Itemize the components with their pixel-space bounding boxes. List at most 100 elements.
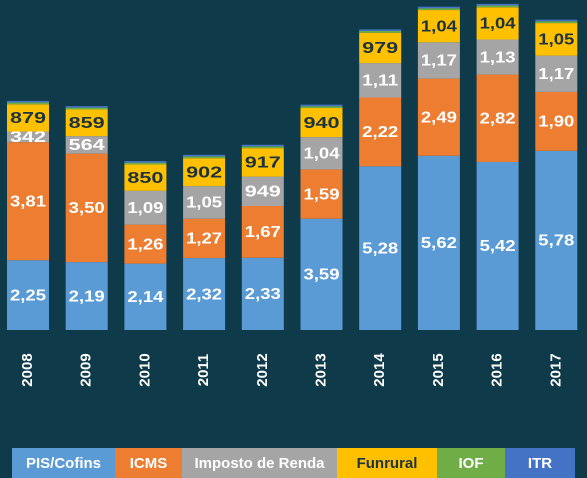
x-tick-label: 2009: [78, 353, 95, 386]
value-label: 1,17: [421, 53, 457, 70]
bar-segment: [476, 5, 519, 8]
bar-segment: [417, 8, 460, 11]
bar-segment: [7, 100, 49, 103]
value-label: 1,26: [127, 236, 163, 253]
value-label: 1,11: [362, 73, 398, 90]
bar-segment: [535, 55, 578, 92]
bar-segment: [476, 7, 519, 40]
bar-segment: [124, 162, 167, 165]
bar-segment: [124, 224, 167, 264]
bar-segment: [7, 102, 49, 105]
value-label: 564: [69, 137, 105, 154]
bar-segment: [417, 78, 460, 156]
value-label: 850: [127, 170, 163, 187]
value-label: 2,32: [186, 286, 222, 303]
bar-segment: [476, 161, 519, 330]
value-label: 949: [245, 184, 281, 201]
bar-segment: [535, 19, 578, 22]
value-label: 2,14: [127, 289, 163, 306]
bar-segment: [183, 186, 226, 219]
bar-segment: [535, 23, 578, 56]
value-label: 3,50: [69, 200, 105, 217]
bar-segment: [359, 29, 402, 31]
value-label: 1,04: [421, 18, 457, 35]
legend-label: Imposto de Renda: [194, 455, 325, 472]
bar-segment: [183, 156, 226, 159]
value-label: 1,17: [538, 66, 574, 83]
value-label: 1,13: [480, 49, 516, 66]
bar-segment: [7, 260, 49, 330]
value-label: 2,22: [362, 124, 398, 141]
bar-segment: [359, 97, 402, 167]
legend-swatch: [12, 448, 115, 478]
legend-swatch: [182, 448, 337, 478]
bar-segment: [417, 42, 460, 79]
value-label: 1,59: [304, 186, 340, 203]
legend-label: ITR: [528, 455, 552, 472]
value-label: 1,05: [186, 195, 222, 212]
value-label: 1,67: [245, 224, 281, 241]
bar-segment: [241, 144, 284, 147]
value-label: 2,82: [480, 110, 516, 127]
bar-segment: [124, 161, 167, 163]
bar-segment: [7, 131, 49, 143]
bar-segment: [300, 108, 343, 138]
bar-segment: [241, 176, 284, 206]
bar-segment: [476, 74, 519, 162]
x-tick-label: 2017: [547, 353, 564, 386]
value-label: 5,62: [421, 235, 457, 252]
bar-segment: [300, 106, 343, 109]
value-label: 3,81: [10, 193, 46, 210]
bar-segment: [417, 10, 460, 43]
x-tick-label: 2012: [254, 353, 271, 386]
x-tick-label: 2014: [371, 353, 388, 387]
bar-segment: [476, 39, 519, 75]
bar-segment: [183, 258, 226, 330]
value-label: 1,04: [304, 146, 340, 163]
bar-segment: [300, 218, 343, 330]
value-label: 940: [304, 115, 340, 132]
bar-segment: [124, 164, 167, 191]
bar-segment: [7, 104, 49, 132]
bar-segment: [65, 262, 108, 330]
value-label: 879: [10, 110, 46, 127]
bar-segment: [359, 32, 402, 64]
bar-segment: [124, 190, 167, 225]
value-label: 2,49: [421, 109, 457, 126]
bar-segment: [359, 166, 402, 330]
bar-segment: [124, 263, 167, 330]
bar-segment: [7, 142, 49, 261]
bar-segment: [65, 153, 108, 263]
bar-segment: [183, 218, 226, 259]
x-tick-label: 2013: [312, 353, 329, 386]
x-tick-label: 2016: [489, 353, 506, 386]
value-label: 2,25: [10, 287, 46, 304]
bar-segment: [417, 155, 460, 330]
value-label: 1,04: [480, 16, 516, 33]
value-label: 5,78: [538, 233, 574, 250]
value-label: 2,19: [69, 288, 105, 305]
legend-label: PIS/Cofins: [26, 455, 101, 472]
value-label: 917: [245, 155, 281, 172]
bar-segment: [241, 146, 284, 149]
bar-segment: [241, 257, 284, 330]
value-label: 859: [69, 115, 105, 132]
x-tick-label: 2011: [195, 354, 212, 387]
bar-segment: [300, 104, 343, 107]
bar-segment: [65, 136, 108, 154]
value-label: 1,05: [538, 32, 574, 49]
bar-segment: [535, 21, 578, 24]
bar-segment: [65, 106, 108, 108]
value-label: 342: [10, 129, 46, 146]
bar-segment: [300, 137, 343, 170]
value-label: 979: [362, 40, 398, 57]
bar-segment: [359, 30, 402, 33]
value-label: 2,33: [245, 286, 281, 303]
legend-swatch: [505, 448, 575, 478]
bar-segment: [300, 169, 343, 219]
bar-segment: [535, 91, 578, 151]
value-label: 3,59: [304, 267, 340, 284]
legend-label: ICMS: [130, 455, 168, 472]
x-tick-label: 2015: [430, 353, 447, 386]
value-label: 5,42: [480, 238, 516, 255]
